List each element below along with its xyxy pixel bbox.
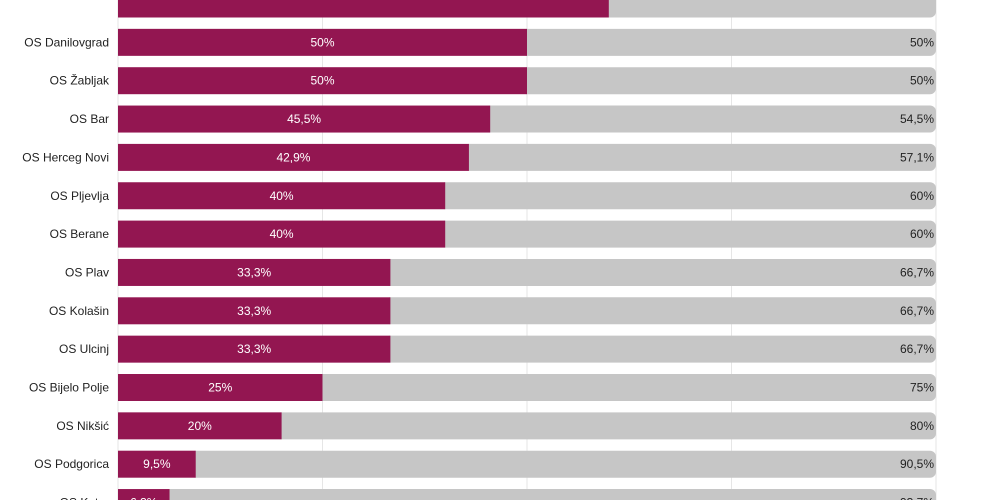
data-label-series-1: 25% — [208, 381, 232, 395]
data-label-series-1: 9,5% — [143, 457, 171, 471]
data-label-series-2: 80% — [910, 419, 934, 433]
bar-series-2 — [439, 182, 936, 210]
category-label: OS Ulcinj — [59, 342, 109, 356]
data-label-series-2: 50% — [910, 74, 934, 88]
category-label: OS Bijelo Polje — [29, 381, 109, 395]
bar-series-1 — [118, 220, 446, 248]
category-label: OS Kolašin — [49, 304, 109, 318]
bar-series-2 — [275, 412, 937, 440]
bar-series-1 — [118, 489, 170, 500]
data-label-series-1: 33,3% — [237, 342, 271, 356]
bar-series-2 — [521, 28, 936, 56]
data-label-series-1: 33,3% — [237, 265, 271, 279]
data-label-series-2: 66,7% — [900, 265, 934, 279]
category-label: OS Bar — [70, 112, 109, 126]
bar-series-1 — [118, 450, 196, 478]
labels: OS Danilovgrad 50% 50% OS Žabljak 50% 50% OS B… — [22, 35, 934, 500]
category-label: OS Žabljak — [50, 73, 110, 88]
category-label: OS Danilovgrad — [24, 35, 109, 49]
bar-series-2 — [316, 374, 936, 401]
bar-series-1 — [118, 412, 282, 440]
data-label-series-2: 57,1% — [900, 150, 934, 164]
bar-series-2 — [602, 0, 936, 18]
bar-series-2 — [521, 67, 936, 95]
bar-series-1 — [118, 297, 391, 325]
category-label: OS Berane — [50, 227, 110, 241]
data-label-series-1: 40% — [270, 189, 294, 203]
bar-series-2 — [384, 258, 936, 286]
data-label-series-1: 45,5% — [287, 112, 321, 126]
bar-series-1 — [118, 374, 323, 401]
bar-series-2 — [484, 105, 936, 133]
category-label: OS Plav — [65, 265, 109, 279]
bars — [118, 0, 937, 500]
data-label-series-2: 60% — [910, 189, 934, 203]
category-label: OS Nikšić — [56, 419, 109, 433]
data-label-series-2: 93,7% — [900, 496, 934, 500]
bar-series-2 — [384, 297, 936, 325]
data-label-series-2: 75% — [910, 381, 934, 395]
bar-series-1 — [118, 143, 469, 171]
bar-series-1 — [118, 28, 527, 56]
data-label-series-2: 66,7% — [900, 342, 934, 356]
bar-series-2 — [462, 143, 936, 171]
data-label-series-1: 42,9% — [276, 150, 310, 164]
bar-series-1 — [118, 67, 527, 95]
data-label-series-1: 50% — [310, 35, 334, 49]
data-label-series-2: 60% — [910, 227, 934, 241]
bar-series-1 — [118, 105, 491, 133]
data-label-series-1: 50% — [310, 74, 334, 88]
data-label-series-1: 33,3% — [237, 304, 271, 318]
bar-series-2 — [384, 335, 936, 363]
bar-series-1 — [118, 258, 391, 286]
category-label: OS Herceg Novi — [22, 150, 109, 164]
data-label-series-2: 66,7% — [900, 304, 934, 318]
bar-series-2 — [189, 450, 936, 478]
data-label-series-1: 40% — [270, 227, 294, 241]
bar-series-1 — [118, 182, 446, 210]
category-label: OS Podgorica — [34, 457, 109, 471]
data-label-series-1: 6,3% — [130, 496, 158, 500]
bar-series-1 — [118, 0, 609, 18]
data-label-series-2: 54,5% — [900, 112, 934, 126]
category-label: OS Kotor — [60, 496, 109, 500]
data-label-series-1: 20% — [188, 419, 212, 433]
bar-series-2 — [439, 220, 936, 248]
data-label-series-2: 90,5% — [900, 457, 934, 471]
category-label: OS Pljevlja — [50, 189, 109, 203]
bar-series-1 — [118, 335, 391, 363]
data-label-series-2: 50% — [910, 35, 934, 49]
bar-series-2 — [163, 489, 936, 500]
